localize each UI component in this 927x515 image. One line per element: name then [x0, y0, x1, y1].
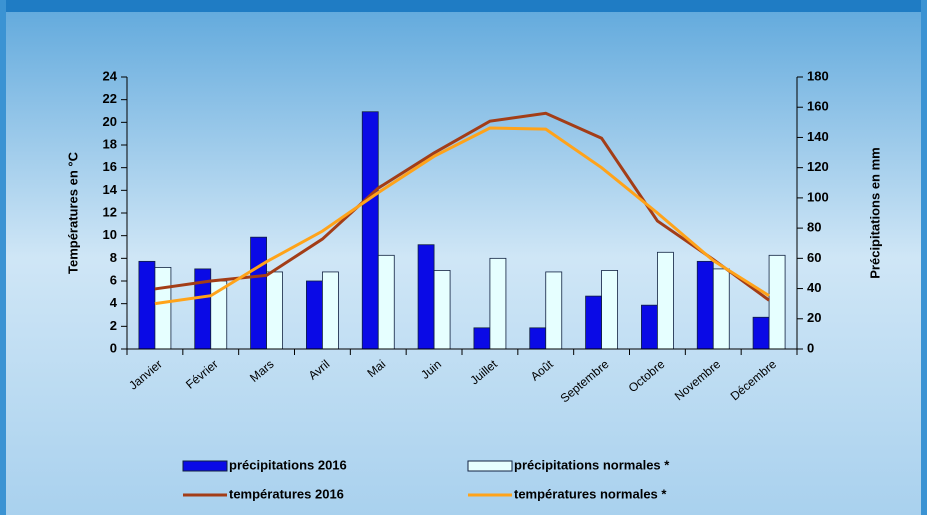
legend-label: précipitations 2016 [229, 457, 347, 472]
bar [752, 316, 770, 350]
y2-tick-label: 120 [807, 159, 829, 174]
bar [138, 260, 156, 350]
y-tick-label: 12 [103, 204, 117, 219]
left-border [0, 0, 6, 515]
y-tick-label: 24 [103, 68, 118, 83]
y-tick-label: 20 [103, 114, 117, 129]
y2-tick-label: 40 [807, 280, 821, 295]
y2-axis-title: Précipitations en mm [867, 147, 882, 278]
y2-tick-label: 60 [807, 250, 821, 265]
right-border [921, 0, 927, 515]
bar [266, 271, 283, 350]
y-axis-title: Températures en °C [65, 151, 80, 274]
bar [322, 271, 339, 350]
y-tick-label: 14 [103, 182, 118, 197]
bar [489, 257, 507, 350]
y-tick-label: 6 [110, 272, 117, 287]
y-tick-label: 10 [103, 227, 117, 242]
y-tick-label: 2 [110, 318, 117, 333]
y-tick-label: 8 [110, 250, 117, 265]
y-tick-label: 0 [110, 340, 117, 355]
bar [306, 280, 323, 350]
y2-tick-label: 0 [807, 340, 814, 355]
line [154, 126, 770, 306]
y2-tick-label: 180 [807, 68, 829, 83]
legend-swatch [467, 460, 513, 472]
y2-tick-label: 100 [807, 189, 829, 204]
bar [433, 270, 451, 350]
legend-swatch [182, 460, 228, 472]
bar [250, 236, 267, 350]
bar [154, 266, 172, 350]
bar [473, 327, 491, 350]
line [154, 111, 770, 302]
bar [377, 254, 395, 350]
bar [641, 304, 658, 350]
top-bar [0, 0, 927, 12]
y-tick-label: 22 [103, 91, 117, 106]
bar [657, 251, 674, 350]
y2-tick-label: 140 [807, 129, 829, 144]
bar [768, 254, 786, 350]
y-tick-label: 16 [103, 159, 117, 174]
bar [601, 270, 618, 350]
legend-label: précipitations normales * [514, 457, 670, 472]
y2-tick-label: 80 [807, 220, 821, 235]
bar [361, 111, 379, 350]
y-tick-label: 4 [110, 295, 118, 310]
bar [585, 295, 602, 350]
bar [545, 271, 563, 350]
legend-label: températures normales * [514, 486, 667, 501]
legend-label: températures 2016 [229, 486, 344, 501]
bar [417, 244, 435, 350]
y2-tick-label: 20 [807, 310, 821, 325]
y2-tick-label: 160 [807, 99, 829, 114]
bar [712, 268, 730, 350]
bar [529, 327, 547, 350]
bar [696, 260, 714, 350]
y-tick-label: 18 [103, 136, 117, 151]
